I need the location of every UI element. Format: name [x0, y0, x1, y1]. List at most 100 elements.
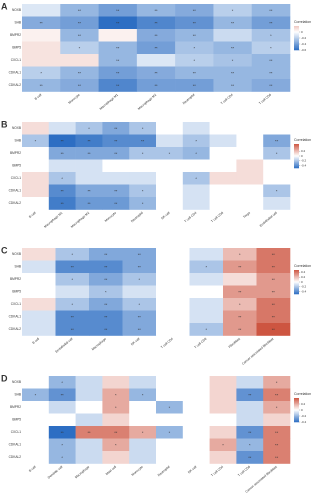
- legend-tick-label: 0.4: [301, 270, 306, 274]
- legend-swatch: [294, 279, 299, 282]
- significance-label: **: [154, 33, 158, 38]
- heatmap-cell: [256, 260, 291, 274]
- heatmap-cell: [209, 184, 237, 198]
- significance-label: **: [61, 138, 65, 143]
- significance-label: **: [104, 277, 108, 282]
- significance-label: **: [78, 8, 82, 13]
- heatmap-cell: [75, 134, 103, 148]
- heatmap-cell: [22, 54, 61, 67]
- row-label: BMPR2: [10, 277, 21, 281]
- significance-label: **: [114, 138, 118, 143]
- significance-label: **: [61, 201, 65, 206]
- significance-label: *: [105, 289, 107, 294]
- significance-label: **: [61, 151, 65, 156]
- heatmap-cell: [263, 172, 291, 185]
- heatmap-cell: [75, 451, 103, 464]
- legend-swatch: [294, 40, 299, 42]
- legend-tick-label: 0: [301, 408, 303, 412]
- significance-label: **: [193, 70, 197, 75]
- column-label: Fibroblast: [228, 337, 241, 349]
- heatmap-cell: [156, 413, 184, 427]
- heatmap-cell: [122, 298, 157, 311]
- heatmap-cell: [213, 29, 253, 42]
- heatmap-cell: [236, 134, 264, 148]
- heatmap-cell: [60, 29, 99, 42]
- significance-label: **: [116, 8, 120, 13]
- significance-label: *: [232, 58, 234, 63]
- column-label: Macrophage: [74, 465, 90, 480]
- legend-tick-label: 0.2: [301, 402, 306, 406]
- significance-label: **: [275, 455, 279, 460]
- row-label: CXCL1: [11, 58, 22, 62]
- legend-swatch: [294, 400, 299, 402]
- significance-label: **: [238, 264, 242, 269]
- column-label: T cell CD4: [210, 465, 224, 478]
- column-label: NK cell: [130, 337, 141, 347]
- legend-swatch: [294, 26, 299, 28]
- legend-swatch: [294, 414, 299, 417]
- panel-label: C: [1, 245, 8, 255]
- legend-swatch: [294, 285, 299, 288]
- heatmap-cell: [136, 54, 176, 67]
- significance-label: **: [238, 289, 242, 294]
- heatmap-cell: [89, 273, 123, 286]
- heatmap-cell: [136, 79, 176, 92]
- column-label: T cell CD4: [183, 211, 197, 224]
- column-label: T cell CD4: [220, 93, 234, 106]
- row-label: CDKAL2: [9, 455, 22, 459]
- heatmap-cell: [256, 310, 291, 324]
- heatmap-cell: [213, 54, 253, 67]
- significance-label: **: [40, 20, 44, 25]
- column-label: B cell: [28, 465, 37, 473]
- heatmap-cell: [22, 159, 50, 173]
- significance-label: *: [61, 176, 63, 181]
- heatmap-cell: [263, 184, 291, 198]
- legend-swatch: [294, 39, 299, 41]
- row-label: NOXB: [12, 8, 21, 12]
- legend-swatch: [294, 284, 299, 286]
- heatmap-cell: [256, 248, 291, 261]
- heatmap-cell: [156, 388, 184, 402]
- heatmap-cell: [98, 54, 138, 67]
- heatmap-cell: [175, 79, 214, 92]
- legend-swatch: [294, 34, 299, 36]
- heatmap-cell: [22, 66, 61, 80]
- legend-swatch: [294, 158, 299, 160]
- column-label: Macrophage M1: [99, 93, 119, 111]
- heatmap-cell: [129, 172, 157, 185]
- heatmap-cell: [55, 273, 90, 286]
- heatmap-cell: [236, 426, 264, 439]
- heatmap-cell: [122, 248, 157, 261]
- heatmap-cell: [122, 285, 157, 299]
- legend-swatch: [294, 148, 299, 151]
- heatmap-cell: [102, 184, 130, 198]
- significance-label: **: [87, 430, 91, 435]
- row-label: NOXB: [12, 126, 21, 130]
- heatmap-cell: [182, 122, 210, 135]
- legend-swatch: [294, 401, 299, 404]
- column-label: Dendritic cell: [47, 465, 64, 480]
- heatmap-cell: [263, 134, 291, 148]
- heatmap-cell: [129, 451, 157, 464]
- heatmap-cell: [22, 438, 50, 452]
- significance-label: **: [78, 20, 82, 25]
- heatmap-cell: [213, 16, 253, 30]
- significance-label: *: [195, 151, 197, 156]
- row-label: CDKAL2: [9, 83, 22, 87]
- legend-title: Correlation: [294, 392, 311, 396]
- significance-label: **: [269, 83, 273, 88]
- heatmap-cell: [156, 184, 184, 198]
- heatmap-cell: [256, 323, 291, 336]
- heatmap-cell: [48, 197, 76, 210]
- heatmap-cell: [209, 122, 237, 135]
- legend-swatch: [294, 162, 299, 164]
- heatmap-cell: [236, 147, 264, 160]
- heatmap-cell: [209, 401, 237, 414]
- heatmap-cell: [60, 54, 99, 67]
- legend-swatch: [294, 411, 299, 413]
- legend-swatch: [294, 33, 299, 35]
- significance-label: *: [239, 302, 241, 307]
- heatmap-cell: [129, 197, 157, 210]
- heatmap-cell: [22, 248, 56, 261]
